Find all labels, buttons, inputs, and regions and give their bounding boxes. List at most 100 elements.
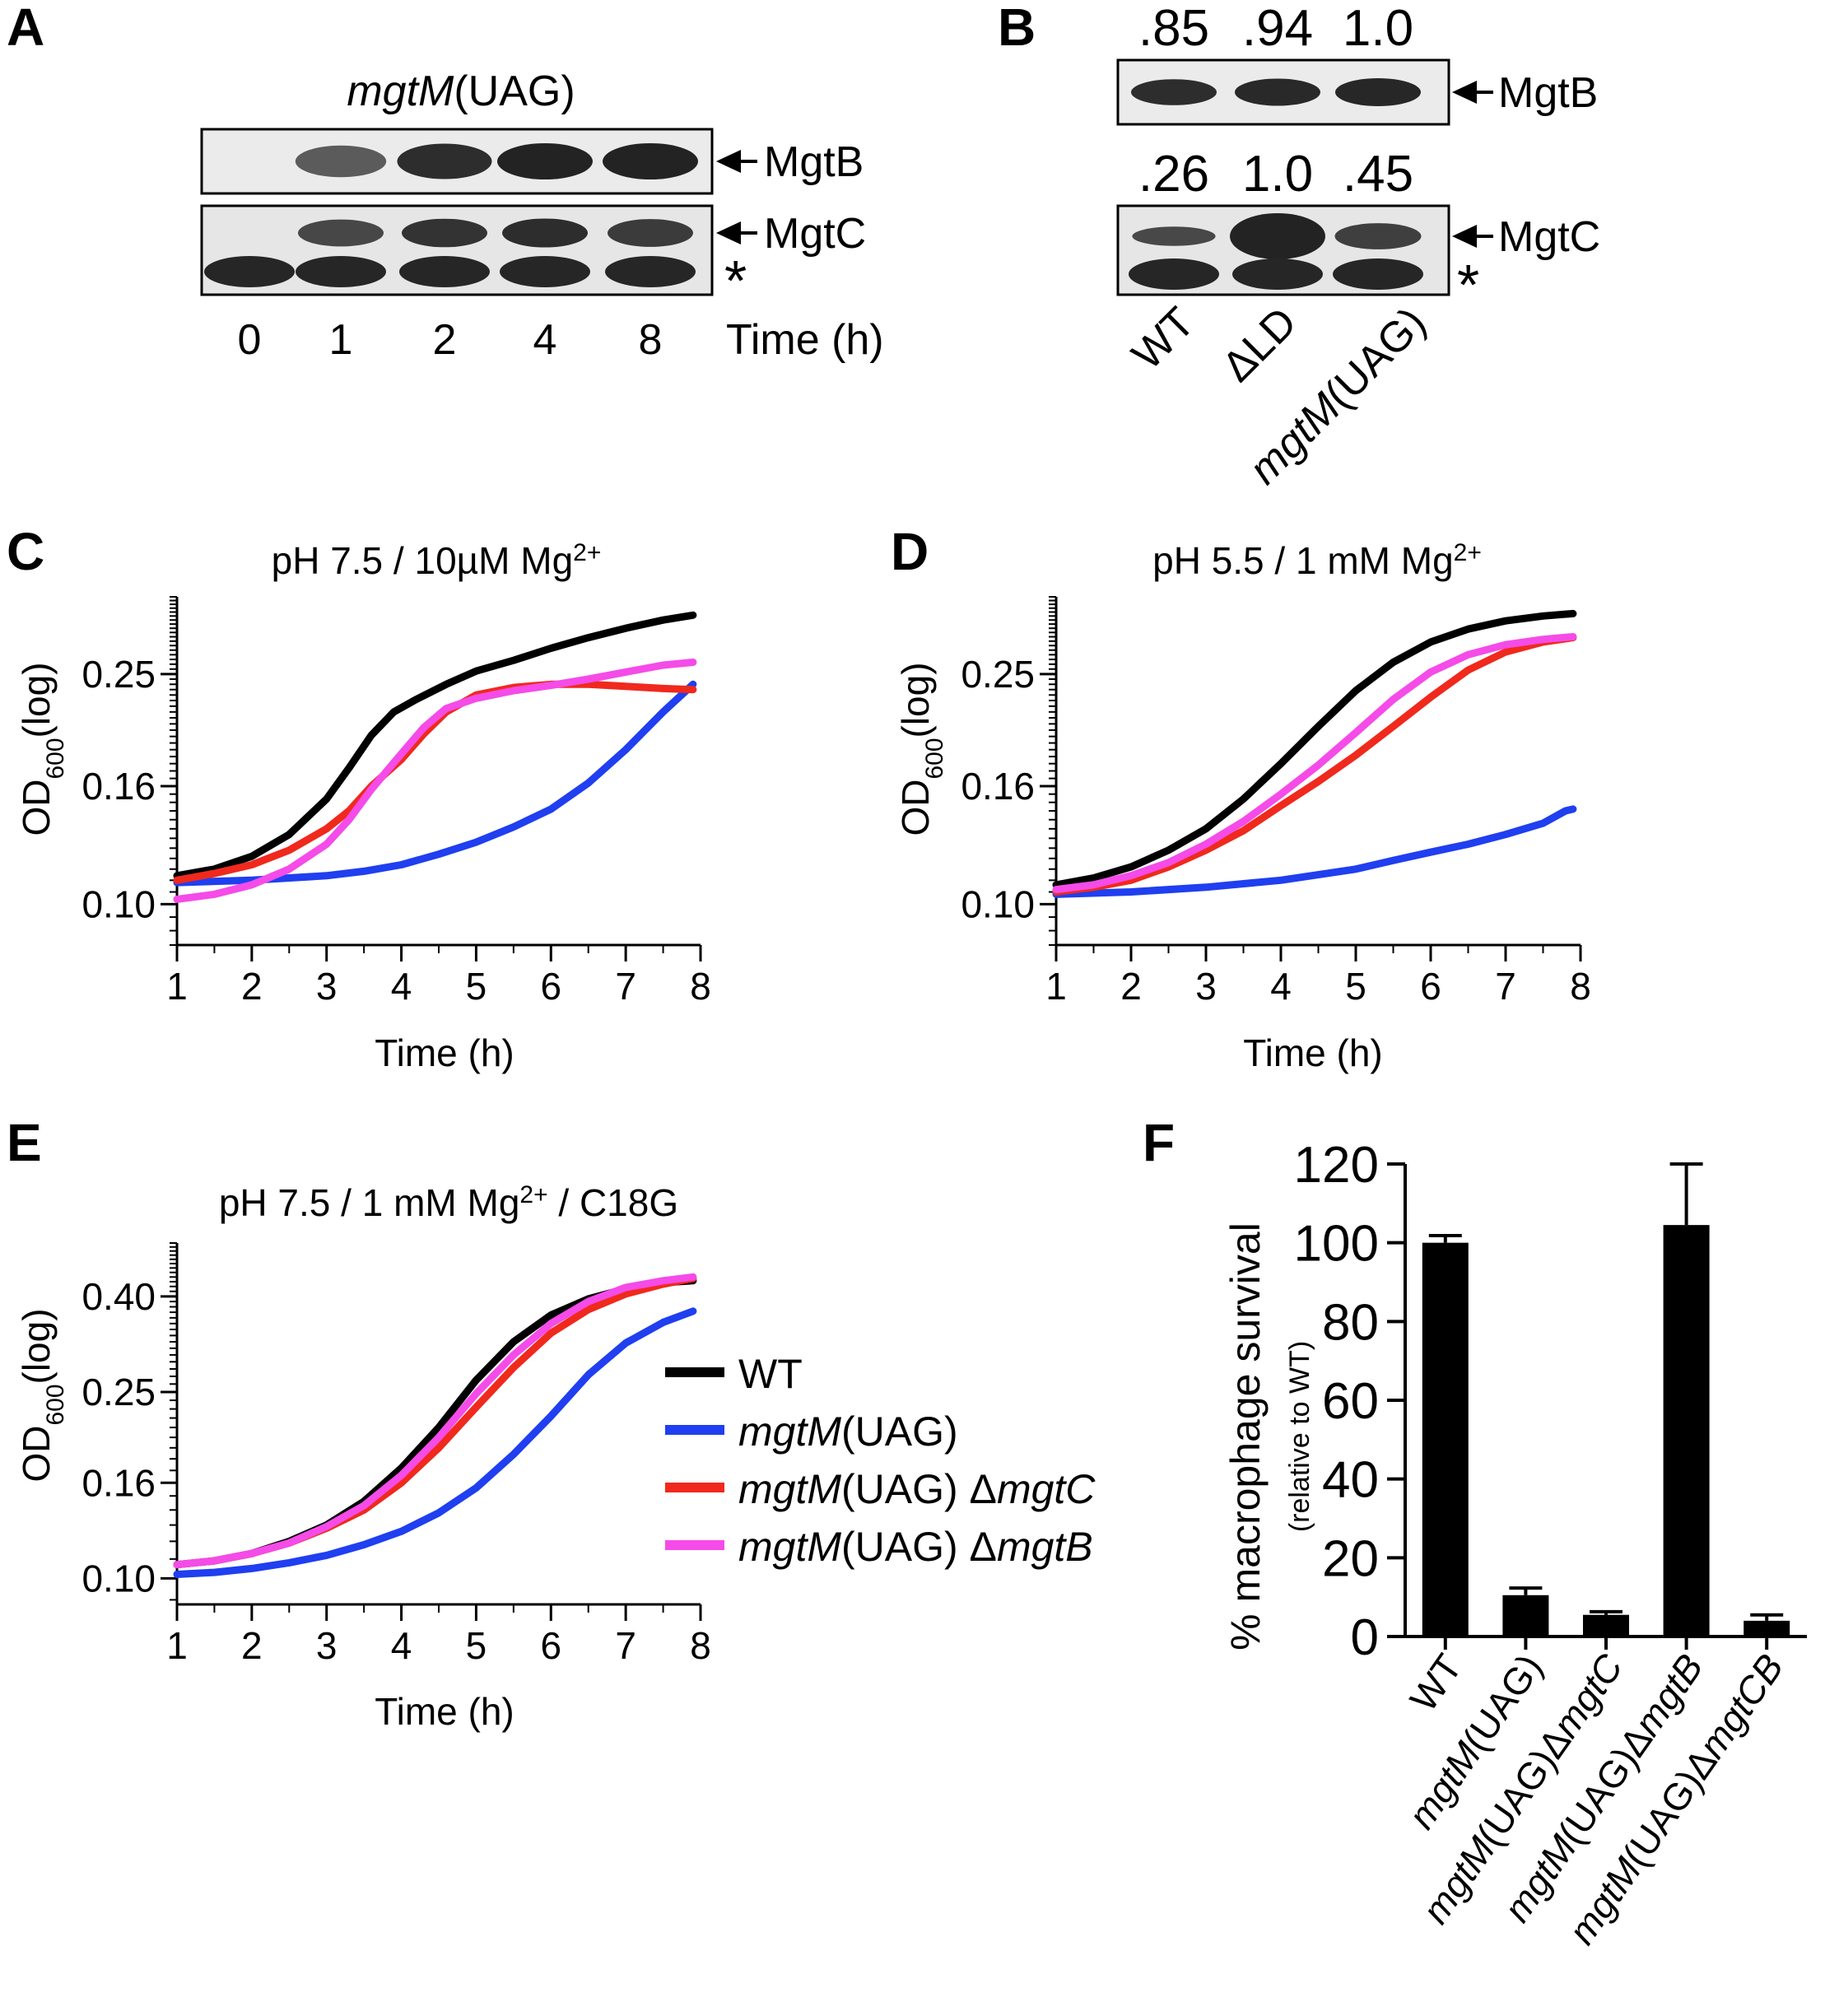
chart-f-bar-1: [1502, 1595, 1549, 1637]
panel-label-f: F: [1143, 1113, 1175, 1172]
blot-a-nonspecific-band: [605, 256, 696, 287]
panel-label-a: A: [7, 0, 44, 57]
chart-e-y-tick-label: 0.16: [81, 1461, 156, 1504]
chart-f-bar-4: [1744, 1620, 1790, 1637]
panel-label-c: C: [7, 522, 44, 581]
chart-f: % macrophage survival (relative to WT) 0…: [1222, 1137, 1807, 1952]
chart-d-x-tick-label: 6: [1420, 965, 1441, 1008]
chart-c-y-tick-label: 0.10: [81, 882, 156, 925]
blot-a-nonspecific-band: [500, 256, 590, 287]
chart-d-x-tick-label: 4: [1270, 965, 1292, 1008]
chart-d-y-tick-label: 0.10: [961, 882, 1035, 925]
chart-e-x-tick-label: 7: [615, 1624, 636, 1667]
chart-c-series-0: [173, 611, 697, 880]
chart-c-x-tick-label: 2: [241, 965, 263, 1008]
blot-b-mgtb-band: [1335, 78, 1421, 106]
chart-e-series-0: [173, 1277, 697, 1569]
chart-c-ylabel: OD600(log): [15, 662, 69, 836]
chart-d-xlabel: Time (h): [1243, 1031, 1383, 1074]
chart-c-xlabel: Time (h): [375, 1031, 514, 1074]
blot-b-mgtb-value-wt: .85: [1138, 0, 1209, 57]
chart-d-ylabel: OD600(log): [894, 662, 948, 836]
blot-a-nonspecific-band: [296, 256, 386, 287]
chart-d-title: pH 5.5 / 1 mM Mg2+: [1152, 539, 1482, 583]
chart-f-y-tick-label: 20: [1322, 1530, 1379, 1587]
legend-label-dmgtb: mgtM(UAG) ΔmgtB: [738, 1524, 1093, 1570]
blot-a-nonspecific-band: [399, 256, 490, 287]
chart-f-y-tick-label: 60: [1322, 1373, 1379, 1430]
chart-c-x-tick-label: 7: [615, 965, 636, 1008]
blot-b-mgtc-band: [1334, 223, 1422, 249]
chart-d-series-2: [1052, 634, 1577, 896]
chart-e-x-tick-label: 1: [166, 1624, 188, 1667]
blot-a-mgtb-arrow-icon: [716, 150, 741, 173]
chart-c-title: pH 7.5 / 10µM Mg2+: [272, 539, 602, 583]
chart-d-x-tick-label: 1: [1045, 965, 1067, 1008]
chart-e-y-tick-label: 0.25: [81, 1371, 156, 1413]
chart-d-series-1: [1052, 805, 1577, 898]
legend-label-dmgtc: mgtM(UAG) ΔmgtC: [738, 1466, 1096, 1512]
blot-b-mgtc-label: MgtC: [1498, 213, 1600, 261]
chart-e-x-tick-label: 6: [540, 1624, 561, 1667]
chart-d-series-0: [1052, 609, 1577, 889]
blot-a-mgtc-band: [502, 218, 588, 248]
legend: WT mgtM(UAG) mgtM(UAG) ΔmgtC mgtM(UAG) Δ…: [665, 1351, 1096, 1570]
chart-e-x-tick-label: 3: [316, 1624, 338, 1667]
chart-c-x-tick-label: 3: [316, 965, 338, 1008]
chart-c-y-tick-label: 0.16: [81, 765, 156, 808]
blot-b-mgtb-value-mut: 1.0: [1343, 0, 1413, 57]
blot-a-lane-4: 4: [533, 316, 557, 364]
panel-label-d: D: [891, 522, 929, 581]
chart-f-y-tick-label: 40: [1322, 1452, 1379, 1509]
chart-c-series-3: [173, 659, 697, 903]
chart-d-x-tick-label: 2: [1120, 965, 1142, 1008]
blot-b-mgtb-value-ld: .94: [1242, 0, 1313, 57]
chart-f-y-tick-label: 0: [1351, 1609, 1379, 1666]
blot-b-asterisk: *: [1457, 253, 1479, 317]
chart-d-series-3: [1052, 633, 1577, 894]
chart-e-xlabel: Time (h): [375, 1690, 514, 1733]
chart-e-y-tick-label: 0.40: [81, 1275, 156, 1318]
chart-d-y-tick-label: 0.25: [961, 653, 1035, 696]
blot-a-title: mgtM(UAG): [347, 68, 575, 115]
chart-e: pH 7.5 / 1 mM Mg2+ / C18G Time (h) OD600…: [15, 1181, 711, 1734]
blot-b-mgtb-band: [1131, 79, 1217, 105]
blot-a-mgtc-label: MgtC: [764, 210, 866, 258]
blot-a-nonspecific-band: [204, 256, 295, 287]
blot-b-mgtc-value-mut: .45: [1343, 146, 1413, 203]
blot-a-lane-8: 8: [639, 316, 663, 364]
blot-b-mgtb-arrow-icon: [1452, 81, 1477, 104]
blot-b-lane-wt: WT: [1123, 298, 1203, 379]
blot-a-mgtb-band: [603, 143, 698, 179]
blot-a-lane-1: 1: [329, 316, 353, 364]
chart-f-y-tick-label: 120: [1294, 1137, 1379, 1194]
chart-d-y-tick-label: 0.16: [961, 765, 1035, 808]
chart-f-y-tick-label: 80: [1322, 1294, 1379, 1351]
chart-c-x-tick-label: 8: [690, 965, 711, 1008]
chart-e-ylabel: OD600(log): [15, 1308, 69, 1482]
blot-a-mgtb-band: [397, 143, 492, 179]
chart-e-x-tick-label: 8: [690, 1624, 711, 1667]
blot-a-time-label: Time (h): [726, 316, 884, 364]
chart-e-series-3: [173, 1273, 697, 1569]
chart-f-bar-3: [1663, 1225, 1710, 1637]
blot-a-mgtc-band: [298, 219, 384, 247]
legend-label-mgtm: mgtM(UAG): [738, 1408, 958, 1455]
chart-f-ylabel: % macrophage survival: [1222, 1222, 1269, 1651]
chart-c-x-tick-label: 4: [391, 965, 412, 1008]
chart-f-y-tick-label: 100: [1294, 1216, 1379, 1273]
blot-b-mgtb-label: MgtB: [1498, 69, 1598, 117]
chart-e-title: pH 7.5 / 1 mM Mg2+ / C18G: [219, 1181, 678, 1225]
chart-e-y-tick-label: 0.10: [81, 1557, 156, 1599]
blot-a-lane-2: 2: [433, 316, 457, 364]
legend-label-wt: WT: [738, 1351, 803, 1397]
chart-c-x-tick-label: 1: [166, 965, 188, 1008]
chart-c-series-1: [173, 680, 697, 887]
blot-a-lane-0: 0: [238, 316, 262, 364]
chart-c-series-2: [173, 680, 697, 884]
blot-b-lane-ld: ΔLD: [1213, 298, 1306, 391]
blot-b-bands: [1129, 78, 1423, 290]
chart-d-x-tick-label: 3: [1195, 965, 1217, 1008]
chart-c-x-tick-label: 6: [540, 965, 561, 1008]
